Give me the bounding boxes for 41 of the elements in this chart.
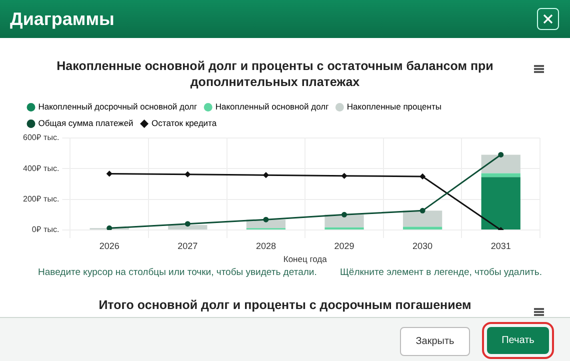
- y-tick-label: 600₽ тыс.: [22, 133, 60, 142]
- point: [498, 152, 504, 158]
- legend-label: Накопленные проценты: [346, 102, 442, 112]
- point: [184, 172, 190, 178]
- x-tick-label: 2026: [99, 240, 120, 251]
- legend-label: Накопленный досрочный основной долг: [38, 102, 198, 112]
- x-tick-label: 2028: [256, 240, 276, 251]
- point: [420, 208, 426, 214]
- legend-label: Накопленный основной долг: [215, 102, 329, 112]
- y-tick-label: 400₽ тыс.: [22, 164, 60, 173]
- point: [263, 172, 269, 178]
- x-tick-label: 2027: [178, 240, 198, 251]
- x-tick-label: 2030: [412, 240, 433, 251]
- bar: [402, 210, 442, 227]
- bar: [402, 226, 442, 230]
- legend-label: Остаток кредита: [152, 118, 217, 128]
- text: Наведите курсор на столбцы или точки, чтобы увидеть детали.: [38, 267, 317, 278]
- point: [106, 225, 112, 230]
- point: [342, 212, 348, 218]
- point: [184, 221, 190, 227]
- text: Щёлкните элемент в легенде, чтобы удалить.: [340, 267, 542, 278]
- point: [342, 173, 348, 179]
- chart-title: Накопленные основной долг и проценты с остаточным балансом при дополнительных платежах: [56, 58, 494, 90]
- y-tick-label: 0₽ тыс.: [32, 225, 60, 234]
- bar: [324, 214, 364, 228]
- x-axis-title: Конец года: [283, 254, 328, 264]
- text: Печать: [487, 327, 549, 354]
- point: [263, 216, 269, 222]
- legend-label: Общая сумма платежей: [38, 118, 134, 128]
- bar: [168, 224, 208, 230]
- text: Диаграммы: [10, 9, 114, 30]
- y-tick-label: 200₽ тыс.: [22, 194, 60, 204]
- point: [420, 174, 426, 180]
- bar: [481, 154, 520, 174]
- text: Итого основной долг и проценты с досрочным погашением: [98, 298, 472, 312]
- x-tick-label: 2029: [334, 240, 354, 251]
- x-tick-label: 2031: [490, 240, 511, 251]
- bar: [481, 173, 520, 178]
- text: Закрыть: [400, 327, 470, 356]
- point: [106, 170, 112, 176]
- bar: [481, 177, 520, 230]
